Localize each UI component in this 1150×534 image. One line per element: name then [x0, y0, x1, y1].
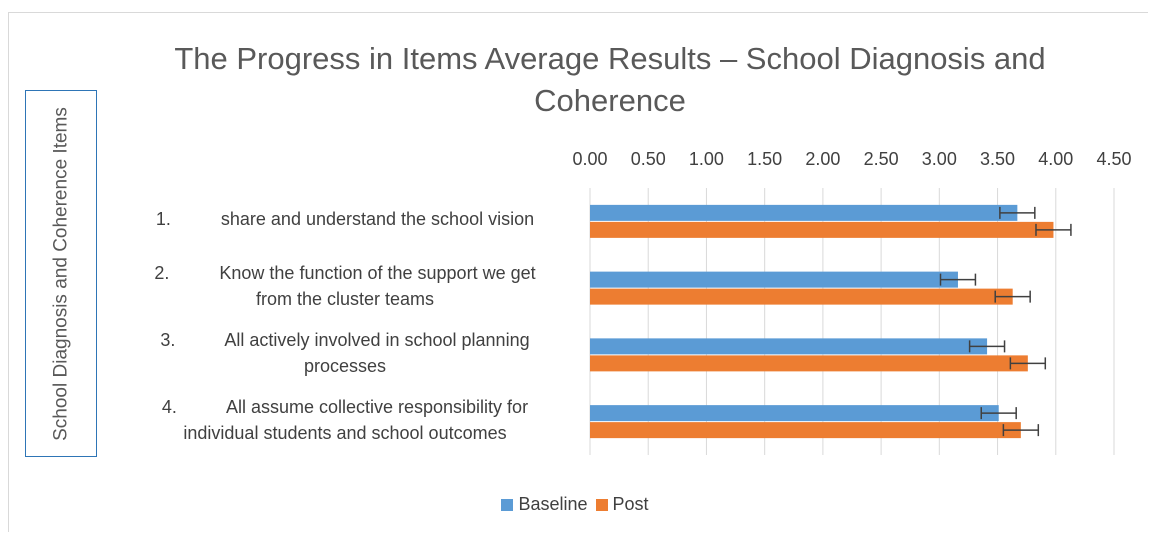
legend-label: Baseline	[518, 494, 588, 514]
category-label: 2. Know the function of the support we g…	[110, 260, 580, 312]
category-label: 3. All actively involved in school plann…	[110, 327, 580, 379]
x-tick-label: 1.00	[689, 149, 724, 169]
category-label-line: individual students and school outcomes	[183, 422, 507, 443]
x-tick-label: 0.00	[572, 149, 607, 169]
bar-baseline	[590, 204, 1018, 221]
category-label-line: 1. share and understand the school visio…	[155, 209, 535, 230]
x-tick-label: 4.00	[1038, 149, 1073, 169]
legend-label: Post	[612, 494, 649, 514]
category-label-line: from the cluster teams	[255, 289, 435, 310]
x-tick-label: 0.50	[631, 149, 666, 169]
category-label: 4. All assume collective responsibility …	[110, 394, 580, 446]
x-tick-label: 3.50	[980, 149, 1015, 169]
x-tick-label: 1.50	[747, 149, 782, 169]
bar-post	[590, 355, 1028, 372]
category-label-line: 3. All actively involved in school plann…	[160, 329, 530, 350]
bar-baseline	[590, 338, 988, 355]
bar-baseline	[590, 405, 999, 422]
category-label-line: 2. Know the function of the support we g…	[154, 263, 536, 284]
category-label-line: 4. All assume collective responsibility …	[161, 396, 529, 417]
legend-swatch	[501, 498, 514, 511]
x-tick-label: 2.50	[864, 149, 899, 169]
chart-title: The Progress in Items Average Results – …	[174, 41, 1046, 118]
x-tick-label: 2.00	[805, 149, 840, 169]
bar-post	[590, 422, 1021, 439]
legend-swatch	[595, 498, 608, 511]
bar-post	[590, 288, 1013, 305]
legend-item: Post	[595, 494, 649, 515]
y-axis-title-box: School Diagnosis and Coherence Items	[25, 90, 97, 457]
bar-post	[590, 221, 1054, 238]
category-label-line: processes	[303, 355, 387, 376]
category-label: 1. share and understand the school visio…	[110, 206, 580, 232]
x-tick-label: 4.50	[1096, 149, 1131, 169]
bar-baseline	[590, 271, 958, 288]
chart-frame	[8, 12, 1148, 532]
legend: Baseline Post	[0, 494, 1150, 516]
legend-item: Baseline	[501, 494, 588, 515]
x-tick-label: 3.00	[922, 149, 957, 169]
